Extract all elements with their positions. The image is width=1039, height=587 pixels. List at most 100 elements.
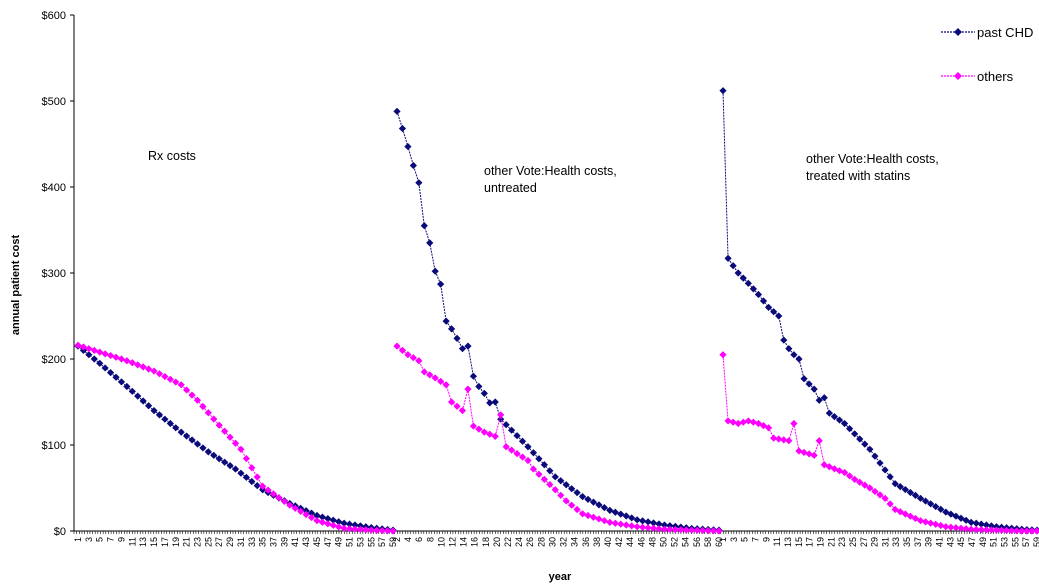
data-point xyxy=(992,526,1001,534)
data-point xyxy=(876,459,884,467)
data-point xyxy=(393,342,401,350)
data-point xyxy=(805,450,813,458)
data-point xyxy=(90,355,98,363)
data-point xyxy=(633,523,641,531)
x-tick-label: 44 xyxy=(625,537,635,547)
data-point xyxy=(150,367,158,375)
y-tick-label: $100 xyxy=(42,440,66,452)
data-point xyxy=(967,525,975,533)
data-point xyxy=(415,179,423,187)
x-tick-label: 27 xyxy=(214,537,224,547)
x-tick-label: 2 xyxy=(392,537,402,542)
data-point xyxy=(759,297,768,305)
data-point xyxy=(404,351,412,359)
data-point xyxy=(633,516,641,524)
data-point xyxy=(464,385,472,393)
data-point xyxy=(600,517,608,525)
x-tick-label: 11 xyxy=(127,537,137,546)
data-point xyxy=(595,501,603,509)
data-point xyxy=(302,507,310,515)
y-tick-label: $500 xyxy=(42,96,66,108)
x-tick-label: 42 xyxy=(614,537,624,547)
data-point xyxy=(475,382,483,391)
data-point xyxy=(1033,527,1039,535)
data-point xyxy=(800,375,808,383)
x-tick-label: 3 xyxy=(729,537,739,542)
x-tick-label: 52 xyxy=(670,537,680,547)
data-point xyxy=(775,435,783,443)
data-point xyxy=(840,419,849,428)
data-point xyxy=(987,526,996,534)
x-tick-label: 40 xyxy=(603,537,613,547)
data-point xyxy=(172,424,180,432)
x-tick-label: 24 xyxy=(514,537,524,547)
data-point xyxy=(480,428,488,436)
data-point xyxy=(546,467,554,475)
x-tick-label: 15 xyxy=(794,537,804,547)
data-point xyxy=(508,426,516,434)
data-point xyxy=(677,526,685,534)
data-point xyxy=(911,491,920,499)
data-point xyxy=(780,436,788,444)
data-point xyxy=(74,341,82,349)
x-tick-label: 47 xyxy=(967,537,977,547)
x-tick-label: 29 xyxy=(225,537,235,547)
data-point xyxy=(952,512,960,520)
data-point xyxy=(117,378,126,386)
data-point xyxy=(378,526,386,535)
data-point xyxy=(611,508,619,516)
data-point xyxy=(835,467,844,475)
data-point xyxy=(815,396,823,404)
data-point xyxy=(719,351,727,359)
data-point xyxy=(242,454,250,463)
data-point xyxy=(840,468,849,477)
x-tick-label: 36 xyxy=(581,537,591,547)
x-tick-label: 1 xyxy=(718,537,728,542)
data-point xyxy=(649,519,658,527)
data-point xyxy=(307,513,316,522)
x-tick-label: 17 xyxy=(805,537,815,547)
data-point xyxy=(622,521,630,529)
data-point xyxy=(810,451,818,459)
data-point xyxy=(962,525,970,533)
data-point xyxy=(749,418,757,426)
data-point xyxy=(790,419,798,428)
data-point xyxy=(688,526,696,534)
data-point xyxy=(535,470,543,478)
data-point xyxy=(790,351,798,359)
data-point xyxy=(529,449,538,457)
x-tick-label: 5 xyxy=(95,537,105,542)
y-tick-label: $200 xyxy=(42,354,66,366)
data-point xyxy=(155,411,164,419)
x-tick-label: 34 xyxy=(570,537,580,547)
x-tick-label: 15 xyxy=(149,537,159,547)
data-point xyxy=(916,494,925,502)
data-point xyxy=(226,462,234,470)
data-point xyxy=(96,348,104,356)
x-tick-label: 23 xyxy=(837,537,847,547)
data-point xyxy=(911,514,920,523)
legend-label: past CHD xyxy=(977,25,1033,40)
data-point xyxy=(398,346,407,354)
data-point xyxy=(259,482,267,490)
x-tick-label: 7 xyxy=(106,537,116,542)
data-point xyxy=(937,505,945,513)
x-tick-label: 43 xyxy=(945,537,955,547)
x-tick-label: 57 xyxy=(377,537,387,547)
data-point xyxy=(830,413,839,421)
data-point xyxy=(820,394,828,402)
data-point xyxy=(540,461,548,469)
data-point xyxy=(324,520,332,528)
data-point xyxy=(715,527,723,535)
series-line xyxy=(722,354,1037,532)
data-point xyxy=(221,427,229,435)
data-point xyxy=(551,486,559,494)
data-point xyxy=(502,443,510,451)
data-point xyxy=(193,440,202,448)
data-point xyxy=(145,365,153,373)
data-point xyxy=(362,526,370,534)
x-axis: 1 3 5 7 9 11 13 15 17 19 21 23 25 27 29 31 33 35 37 39 41 43 4… xyxy=(73,530,1039,547)
data-point xyxy=(977,520,985,528)
data-point xyxy=(693,526,701,534)
data-point xyxy=(128,359,136,367)
